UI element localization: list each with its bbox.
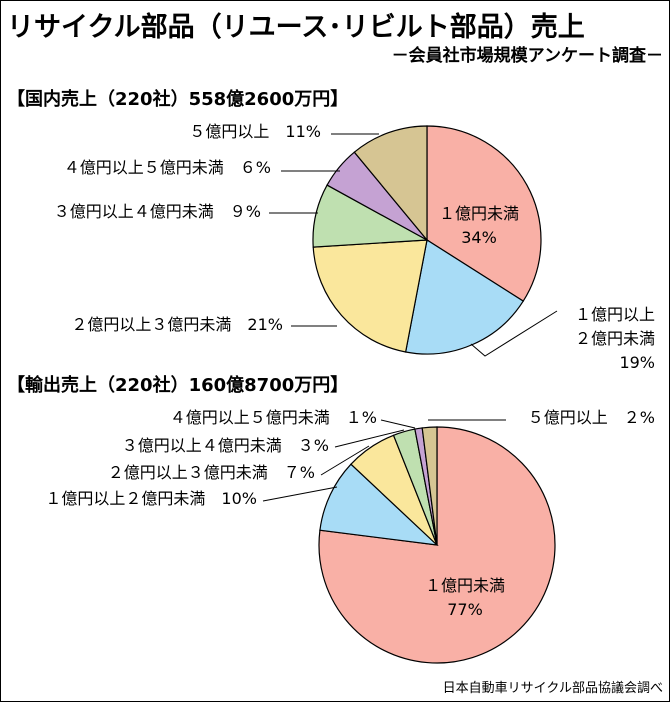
- domestic-slice-2to3oku: [312, 239, 428, 353]
- domestic-label-1to2oku-line2: ２億円未満: [575, 329, 655, 348]
- export-leader-4to5oku: [380, 419, 416, 429]
- domestic-value-under-1oku: 34%: [461, 228, 497, 247]
- export-slice-1to2oku: [319, 463, 439, 546]
- export-leader-2to3oku: [320, 445, 370, 476]
- page-subtitle: －会員社市場規模アンケート調査－: [391, 46, 663, 66]
- export-label-under-1oku: １億円未満: [425, 576, 505, 595]
- domestic-label-3to4oku: ３億円以上４億円未満 ９%: [54, 202, 261, 221]
- export-leader-1to2oku: [262, 486, 338, 502]
- domestic-label-2to3oku: ２億円以上３億円未満 21%: [71, 315, 283, 334]
- domestic-label-4to5oku: ４億円以上５億円未満 ６%: [64, 158, 271, 177]
- export-label-3to4oku: ３億円以上４億円未満 ３%: [122, 436, 329, 455]
- domestic-slice-over-5oku: [353, 125, 428, 242]
- export-chart-title: 【輸出売上（220社）160億8700万円】: [7, 375, 349, 396]
- domestic-chart-title: 【国内売上（220社）558億2600万円】: [7, 89, 349, 110]
- export-label-2to3oku: ２億円以上３億円未満 ７%: [108, 463, 315, 482]
- domestic-slice-under-1oku: [426, 125, 542, 302]
- domestic-value-1to2oku: 19%: [619, 353, 655, 372]
- export-value-under-1oku: 77%: [447, 600, 483, 619]
- export-label-over-5oku: ５億円以上 ２%: [528, 408, 655, 427]
- export-label-1to2oku: １億円以上２億円未満 10%: [45, 489, 257, 508]
- source-note: 日本自動車リサイクル部品協議会調べ: [442, 681, 663, 696]
- domestic-label-1to2oku-line1: １億円以上: [575, 305, 655, 324]
- domestic-leader-1to2oku: [470, 310, 558, 357]
- page-title: リサイクル部品（リユース･リビルト部品）売上: [7, 12, 585, 43]
- export-leader-3to4oku: [334, 429, 405, 448]
- export-slice-over-5oku: [421, 426, 438, 546]
- domestic-label-under-1oku: １億円未満: [439, 204, 519, 223]
- export-label-4to5oku: ４億円以上５億円未満 １%: [170, 408, 377, 427]
- domestic-label-over-5oku: ５億円以上 11%: [189, 122, 321, 141]
